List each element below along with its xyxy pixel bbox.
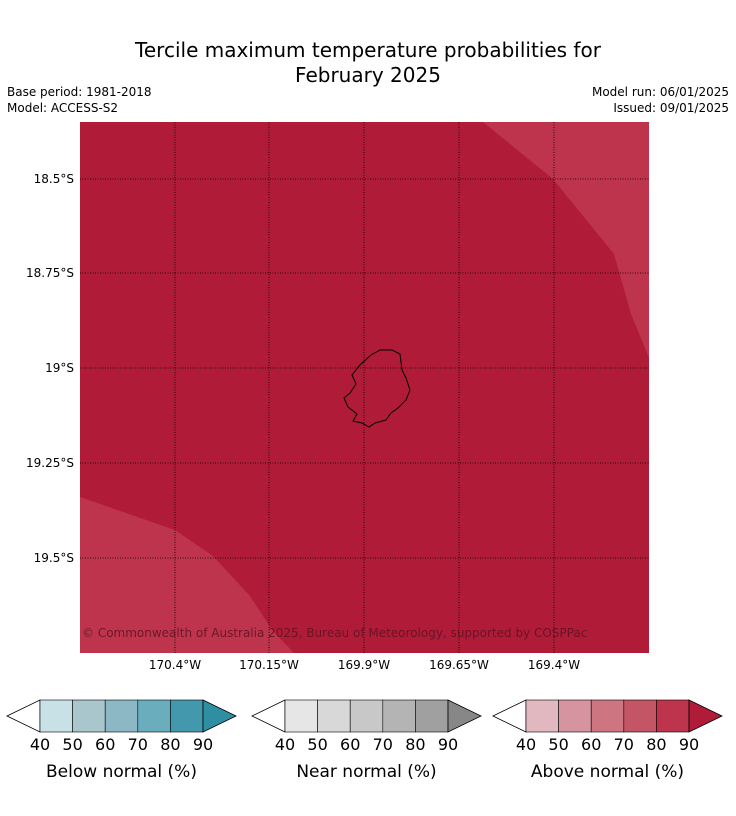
colorbar-tick-label: 40 bbox=[275, 735, 295, 754]
colorbar-tick-label: 80 bbox=[160, 735, 180, 754]
map: © Commonwealth of Australia 2025, Bureau… bbox=[26, 122, 649, 672]
colorbar-low-extension bbox=[6, 699, 41, 733]
model-run: Model run: 06/01/2025 bbox=[591, 85, 729, 99]
colorbar-low-extension bbox=[492, 699, 527, 733]
near-normal-colorbar-graphic: 40 50 60 70 80 90 bbox=[251, 699, 482, 754]
near-normal-colorbar: 40 50 60 70 80 90 Near normal (%) bbox=[251, 699, 492, 800]
below-normal-colorbar: 40 50 60 70 80 90 Below normal (%) bbox=[6, 699, 247, 800]
colorbar-segment bbox=[39, 699, 73, 733]
colorbar-segment bbox=[317, 699, 351, 733]
lighter-zone-northeast bbox=[483, 122, 649, 358]
lat-label: 18.75°S bbox=[26, 266, 74, 280]
map-area bbox=[80, 122, 649, 653]
colorbar-segment bbox=[558, 699, 592, 733]
lon-label: 169.9°W bbox=[338, 658, 390, 672]
colorbar-tick-label: 70 bbox=[128, 735, 148, 754]
colorbar-high-extension bbox=[447, 699, 482, 733]
lat-label: 18.5°S bbox=[34, 172, 74, 186]
chart-title: Tercile maximum temperature probabilitie… bbox=[0, 38, 736, 88]
colorbar-segment bbox=[623, 699, 657, 733]
colorbar-tick-label: 50 bbox=[307, 735, 327, 754]
colorbar-segment bbox=[170, 699, 204, 733]
copyright-notice: © Commonwealth of Australia 2025, Bureau… bbox=[82, 626, 587, 640]
colorbar-tick-label: 40 bbox=[30, 735, 50, 754]
colorbar-low-extension bbox=[251, 699, 286, 733]
above-normal-label: Above normal (%) bbox=[530, 762, 685, 782]
colorbar-tick-label: 70 bbox=[614, 735, 634, 754]
above-normal-colorbar: 40 50 60 70 80 90 Above normal (%) bbox=[492, 699, 733, 800]
colorbar-segment bbox=[349, 699, 384, 733]
colorbar-tick-label: 50 bbox=[62, 735, 82, 754]
colorbar-tick-label: 70 bbox=[373, 735, 393, 754]
gridlines bbox=[80, 122, 649, 653]
meta-left: Base period: 1981-2018 Model: ACCESS-S2 bbox=[7, 84, 152, 116]
model-name: Model: ACCESS-S2 bbox=[7, 101, 119, 115]
longitude-labels: 170.4°W 170.15°W 169.9°W 169.65°W 169.4°W bbox=[149, 658, 580, 672]
colorbar-segment bbox=[104, 699, 139, 733]
colorbar-tick-label: 90 bbox=[679, 735, 699, 754]
colorbar-segment bbox=[137, 699, 171, 733]
colorbar-high-extension bbox=[202, 699, 237, 733]
colorbar-tick-label: 40 bbox=[516, 735, 536, 754]
colorbar-segment bbox=[284, 699, 318, 733]
title-line-1: Tercile maximum temperature probabilitie… bbox=[135, 38, 601, 62]
colorbar-tick-label: 80 bbox=[646, 735, 666, 754]
issued-date: Issued: 09/01/2025 bbox=[613, 101, 729, 115]
lon-label: 169.4°W bbox=[528, 658, 580, 672]
colorbar-tick-label: 90 bbox=[438, 735, 458, 754]
island-coastline bbox=[343, 349, 411, 428]
lat-label: 19°S bbox=[45, 361, 74, 375]
title-line-2: February 2025 bbox=[295, 63, 441, 87]
colorbar-tick-label: 90 bbox=[193, 735, 213, 754]
colorbar-tick-label: 60 bbox=[95, 735, 115, 754]
base-period: Base period: 1981-2018 bbox=[7, 85, 152, 99]
colorbar-high-extension bbox=[688, 699, 723, 733]
lon-label: 170.15°W bbox=[239, 658, 299, 672]
above-normal-colorbar-graphic: 40 50 60 70 80 90 bbox=[492, 699, 723, 754]
lon-label: 169.65°W bbox=[429, 658, 489, 672]
below-normal-colorbar-graphic: 40 50 60 70 80 90 bbox=[6, 699, 237, 754]
colorbar-tick-label: 80 bbox=[405, 735, 425, 754]
colorbar-segment bbox=[415, 699, 449, 733]
colorbar-segment bbox=[656, 699, 690, 733]
latitude-labels: 18.5°S 18.75°S 19°S 19.25°S 19.5°S bbox=[26, 172, 74, 565]
colorbar-tick-label: 50 bbox=[548, 735, 568, 754]
colorbar-tick-label: 60 bbox=[340, 735, 360, 754]
meta-right: Model run: 06/01/2025 Issued: 09/01/2025 bbox=[592, 84, 729, 116]
lighter-zone-southwest bbox=[80, 497, 294, 653]
colorbar-segment bbox=[525, 699, 559, 733]
lon-label: 170.4°W bbox=[149, 658, 201, 672]
colorbar-segment bbox=[590, 699, 625, 733]
below-normal-label: Below normal (%) bbox=[46, 762, 197, 782]
colorbar-segment bbox=[72, 699, 106, 733]
lat-label: 19.25°S bbox=[26, 456, 74, 470]
lat-label: 19.5°S bbox=[34, 551, 74, 565]
colorbar-segment bbox=[382, 699, 416, 733]
colorbar-tick-label: 60 bbox=[581, 735, 601, 754]
near-normal-label: Near normal (%) bbox=[296, 762, 437, 782]
